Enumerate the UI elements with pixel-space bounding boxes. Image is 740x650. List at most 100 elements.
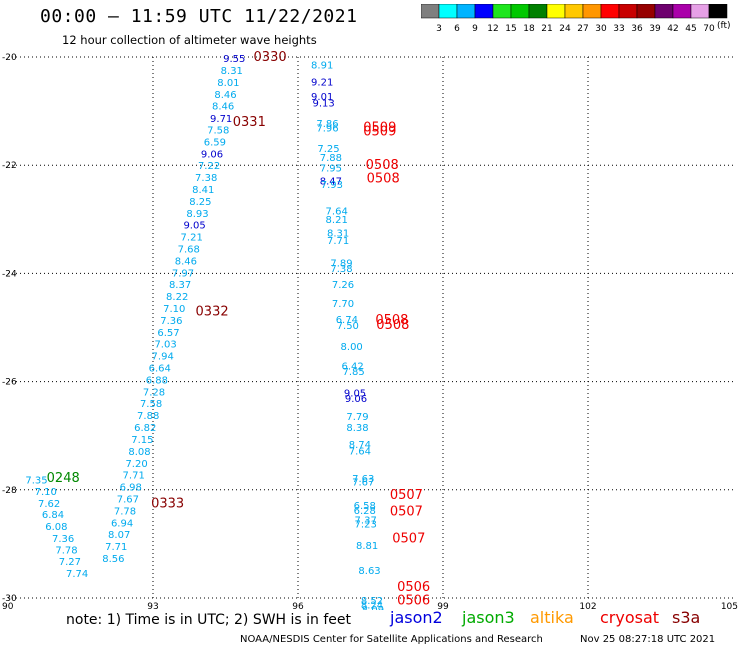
x-tick-label: 105 (721, 602, 738, 610)
wave-height-value: 7.88 (137, 411, 159, 422)
wave-height-value: 8.91 (311, 61, 333, 72)
wave-height-value: 7.71 (327, 236, 349, 247)
wave-height-value: 8.01 (217, 78, 239, 89)
grid (8, 56, 733, 599)
wave-height-value: 7.71 (123, 471, 145, 482)
color-scale-tick-label: 9 (472, 24, 478, 34)
wave-height-value: 7.15 (131, 435, 153, 446)
color-scale-tick-label: 6 (454, 24, 460, 34)
wave-height-value: 7.20 (125, 459, 147, 470)
wave-height-value: 7.85 (342, 367, 364, 378)
footnote: note: 1) Time is in UTC; 2) SWH is in fe… (66, 612, 352, 628)
wave-height-value: 7.28 (143, 387, 165, 398)
color-scale-tick-label: 39 (649, 24, 661, 34)
wave-height-value: 7.27 (59, 557, 81, 568)
wave-height-value: 6.64 (149, 364, 171, 375)
x-tick-label: 102 (579, 602, 596, 610)
wave-height-value: 7.78 (114, 506, 136, 517)
color-scale-tick-label: 18 (523, 24, 535, 34)
pass-time-label: 0508 (367, 172, 400, 187)
wave-height-value: 8.46 (175, 256, 197, 267)
credit-line: NOAA/NESDIS Center for Satellite Applica… (240, 634, 543, 645)
chart-title: 00:00 – 11:59 UTC 11/22/2021 (40, 6, 358, 27)
wave-height-value: 8.81 (356, 541, 378, 552)
color-scale-tick-label: 30 (595, 24, 607, 34)
wave-height-value: 8.63 (358, 566, 380, 577)
y-tick-label: -24 (2, 269, 17, 279)
x-tick-label: 99 (437, 602, 449, 610)
pass-time-label: 0508 (366, 158, 399, 173)
wave-height-value: 8.08 (128, 447, 150, 458)
wave-height-value: 8.25 (189, 197, 211, 208)
wave-height-value: 7.26 (332, 280, 354, 291)
satellite-legend-s3a: s3a (672, 608, 701, 627)
color-scale-tick-label: 33 (613, 24, 624, 34)
pass-time-label: 0508 (376, 318, 409, 333)
wave-height-value: 7.64 (326, 207, 348, 218)
wave-height-value: 8.37 (169, 280, 191, 291)
generation-timestamp: Nov 25 08:27:18 UTC 2021 (580, 634, 716, 645)
wave-height-value: 6.98 (120, 483, 142, 494)
pass-time-label: 0506 (397, 580, 430, 595)
color-scale-tick-label: 36 (631, 24, 643, 34)
data-points: 9.558.318.018.468.469.717.586.599.067.22… (25, 50, 430, 610)
wave-height-value: 8.00 (341, 342, 363, 353)
wave-height-value: 7.86 (316, 119, 338, 130)
wave-height-value: 7.68 (178, 245, 200, 256)
wave-height-value: 7.58 (140, 399, 162, 410)
x-tick-label: 96 (292, 602, 304, 610)
satellite-legend-altika: altika (530, 608, 574, 627)
satellite-legend-jason3: jason3 (462, 608, 515, 627)
wave-height-value: 8.41 (192, 185, 214, 196)
wave-height-value: 6.88 (146, 375, 168, 386)
wave-height-value: 7.58 (207, 125, 229, 136)
wave-height-value: 6.58 (354, 501, 376, 512)
pass-time-label: 0507 (392, 531, 425, 546)
wave-height-value: 7.94 (152, 352, 174, 363)
wave-height-value: 7.96 (316, 123, 338, 134)
wave-height-value: 7.10 (35, 487, 57, 498)
wave-height-value: 7.67 (117, 494, 139, 505)
wave-height-value: 7.10 (163, 304, 185, 315)
wave-height-value: 7.89 (330, 259, 352, 270)
wave-height-value: 6.82 (134, 423, 156, 434)
x-tick-label: 93 (147, 602, 158, 610)
wave-height-value: 9.06 (201, 149, 223, 160)
wave-height-value: 6.59 (204, 137, 226, 148)
wave-height-value: 9.05 (344, 388, 366, 399)
color-scale-legend: 3 6 9 12 15 18 21 24 27 30 33 36 39 42 45 70 (421, 4, 728, 34)
wave-height-value: 6.74 (336, 315, 358, 326)
wave-height-value: 9.01 (311, 92, 333, 103)
color-scale-tick-label: 45 (685, 24, 696, 34)
pass-time-label: 0332 (196, 304, 229, 319)
wave-height-value: 7.50 (337, 321, 359, 332)
color-scale-units: (ft) (717, 21, 731, 31)
wave-height-value: 7.93 (321, 180, 343, 191)
color-scale-tick-label: 42 (667, 24, 678, 34)
wave-height-value: 7.38 (195, 173, 217, 184)
wave-height-value: 7.36 (52, 534, 74, 545)
wave-height-value: 7.23 (355, 519, 377, 530)
y-tick-label: -20 (2, 53, 17, 63)
color-scale-tick-label: 15 (505, 24, 516, 34)
wave-height-value: 7.63 (352, 474, 374, 485)
pass-time-label: 0509 (363, 120, 396, 135)
wave-height-value: 7.97 (172, 268, 194, 279)
y-tick-label: -30 (2, 594, 17, 604)
wave-height-value: 6.94 (111, 518, 133, 529)
y-tick-label: -28 (2, 486, 17, 496)
color-scale-tick-label: 12 (487, 24, 498, 34)
wave-height-value: 6.08 (45, 522, 67, 533)
wave-height-value: 7.37 (355, 516, 377, 527)
wave-height-value: 8.93 (186, 209, 208, 220)
pass-time-label: 0509 (363, 125, 396, 140)
wave-height-value: 9.21 (311, 77, 333, 88)
wave-height-value: 7.74 (66, 569, 88, 580)
x-tick-label: 90 (2, 602, 14, 610)
wave-height-value: 9.05 (183, 221, 205, 232)
color-scale-tick-label: 27 (577, 24, 588, 34)
y-tick-label: -22 (2, 161, 17, 171)
wave-height-value: 7.64 (349, 446, 371, 457)
wave-height-value: 7.36 (160, 316, 182, 327)
